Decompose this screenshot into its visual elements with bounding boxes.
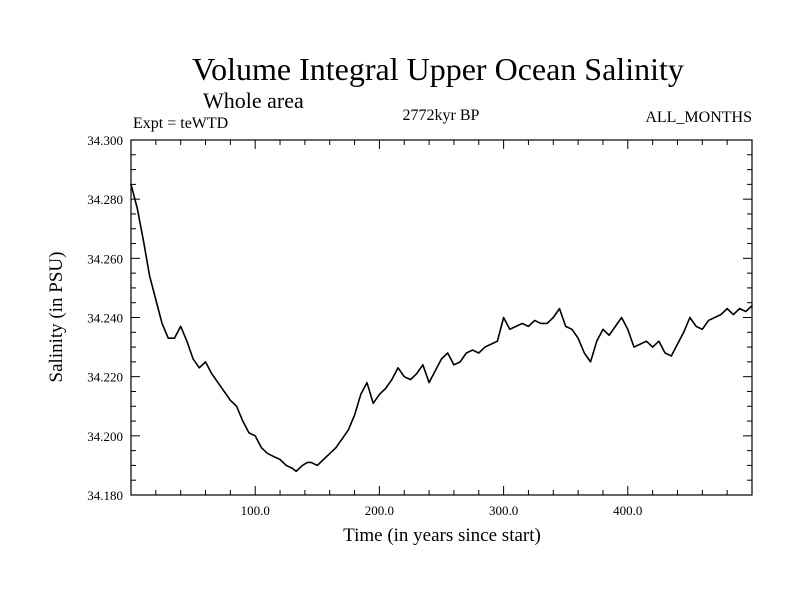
y-tick-label: 34.240 — [87, 311, 123, 326]
experiment-label: Expt = teWTD — [133, 115, 228, 132]
y-tick-label: 34.180 — [87, 488, 123, 503]
salinity-series-line — [130, 183, 753, 473]
y-tick-label: 34.200 — [87, 429, 123, 444]
x-tick-label: 300.0 — [489, 503, 518, 518]
y-tick-label: 34.220 — [87, 370, 123, 385]
tick-marks — [131, 140, 752, 495]
y-tick-label: 34.300 — [87, 133, 123, 148]
period-label: 2772kyr BP — [403, 107, 480, 124]
x-tick-label: 200.0 — [365, 503, 394, 518]
y-tick-label: 34.260 — [87, 251, 123, 266]
plot-frame — [130, 139, 753, 496]
months-label: ALL_MONTHS — [645, 109, 752, 126]
y-tick-label: 34.280 — [87, 192, 123, 207]
x-axis-label: Time (in years since start) — [343, 525, 541, 546]
chart-title: Volume Integral Upper Ocean Salinity — [192, 51, 684, 87]
x-tick-label: 400.0 — [613, 503, 642, 518]
x-tick-label: 100.0 — [241, 503, 270, 518]
y-axis-label: Salinity (in PSU) — [46, 252, 67, 383]
chart-subtitle: Whole area — [203, 88, 304, 113]
tick-labels: 100.0 200.0 300.0 400.0 34.180 34.200 34.220 34… — [87, 133, 642, 518]
